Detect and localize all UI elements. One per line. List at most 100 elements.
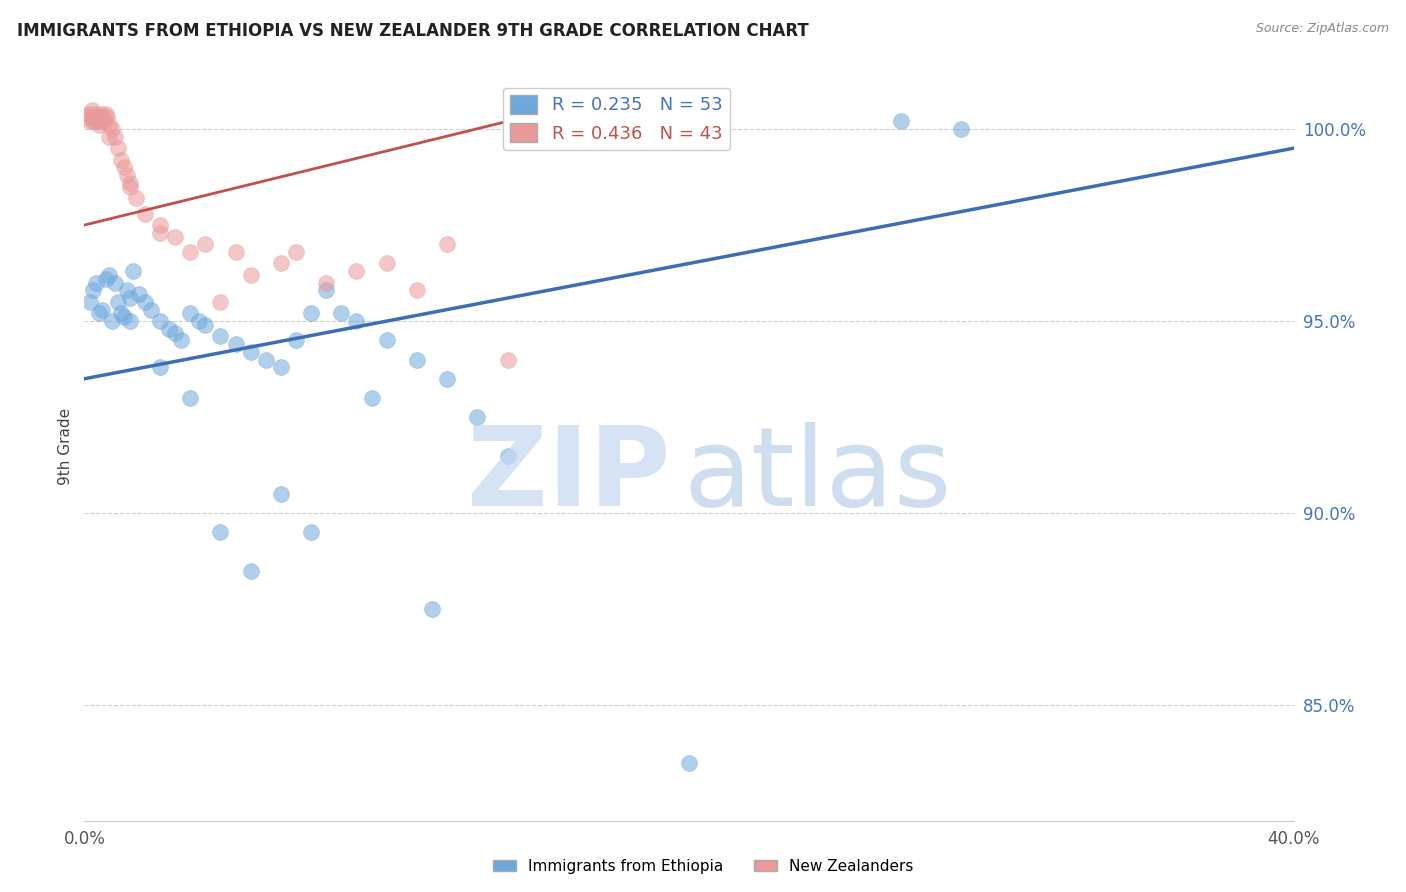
Point [79, 294, 101, 309]
Point [118, 176, 141, 190]
Point [134, 294, 156, 309]
Point [125, 191, 148, 205]
Point [87, 111, 110, 125]
Point [107, 141, 129, 155]
Point [97, 268, 120, 282]
Point [115, 284, 138, 298]
Point [179, 244, 201, 259]
Point [194, 318, 217, 332]
Point [209, 329, 232, 343]
Point [94, 272, 117, 286]
Point [76, 111, 98, 125]
Point [179, 306, 201, 320]
Point [188, 314, 211, 328]
Point [149, 226, 172, 240]
Point [299, 306, 322, 320]
Point [149, 314, 172, 328]
Point [346, 264, 368, 278]
Point [375, 334, 398, 348]
Text: IMMIGRANTS FROM ETHIOPIA VS NEW ZEALANDER 9TH GRADE CORRELATION CHART: IMMIGRANTS FROM ETHIOPIA VS NEW ZEALANDE… [17, 22, 808, 40]
Point [100, 314, 122, 328]
Point [107, 294, 129, 309]
Point [209, 525, 232, 540]
Point [225, 337, 247, 351]
Point [360, 391, 382, 405]
Point [90, 106, 112, 120]
Point [406, 352, 429, 367]
Point [97, 118, 120, 132]
Point [194, 237, 217, 252]
Point [96, 111, 118, 125]
Point [82, 284, 104, 298]
Point [118, 314, 141, 328]
Point [104, 129, 127, 144]
Point [139, 302, 162, 317]
Point [467, 410, 489, 425]
Point [112, 310, 135, 325]
Point [79, 114, 101, 128]
Point [330, 306, 353, 320]
Point [94, 106, 117, 120]
Legend: Immigrants from Ethiopia, New Zealanders: Immigrants from Ethiopia, New Zealanders [486, 853, 920, 880]
Point [89, 306, 111, 320]
Point [890, 114, 912, 128]
Point [436, 372, 458, 386]
Point [86, 276, 108, 290]
Text: Source: ZipAtlas.com: Source: ZipAtlas.com [1256, 22, 1389, 36]
Point [239, 344, 262, 359]
Text: ZIP: ZIP [467, 423, 671, 530]
Point [678, 756, 700, 770]
Point [80, 103, 103, 117]
Point [420, 602, 443, 616]
Point [285, 244, 308, 259]
Point [84, 106, 107, 120]
Point [170, 334, 193, 348]
Point [82, 114, 104, 128]
Text: atlas: atlas [683, 423, 952, 530]
Point [165, 326, 187, 340]
Point [82, 111, 104, 125]
Point [100, 122, 122, 136]
Point [406, 284, 429, 298]
Point [121, 264, 143, 278]
Point [270, 360, 292, 375]
Point [128, 287, 150, 301]
Point [149, 360, 172, 375]
Point [149, 218, 172, 232]
Point [104, 276, 127, 290]
Point [118, 179, 141, 194]
Point [91, 302, 114, 317]
Point [89, 114, 111, 128]
Point [118, 291, 141, 305]
Point [950, 122, 973, 136]
Point [270, 487, 292, 501]
Legend: R = 0.235   N = 53, R = 0.436   N = 43: R = 0.235 N = 53, R = 0.436 N = 43 [503, 88, 730, 150]
Point [315, 276, 337, 290]
Point [496, 352, 519, 367]
Point [239, 564, 262, 578]
Y-axis label: 9th Grade: 9th Grade [58, 408, 73, 484]
Point [112, 161, 135, 175]
Point [315, 284, 337, 298]
Point [209, 294, 232, 309]
Point [91, 111, 114, 125]
Point [270, 256, 292, 270]
Point [93, 114, 115, 128]
Point [77, 106, 100, 120]
Point [110, 153, 132, 167]
Point [97, 129, 120, 144]
Point [157, 322, 180, 336]
Point [346, 314, 368, 328]
Point [179, 391, 201, 405]
Point [239, 268, 262, 282]
Point [254, 352, 277, 367]
Point [89, 118, 111, 132]
Point [285, 334, 308, 348]
Point [375, 256, 398, 270]
Point [496, 449, 519, 463]
Point [225, 244, 247, 259]
Point [436, 237, 458, 252]
Point [165, 229, 187, 244]
Point [134, 206, 156, 220]
Point [299, 525, 322, 540]
